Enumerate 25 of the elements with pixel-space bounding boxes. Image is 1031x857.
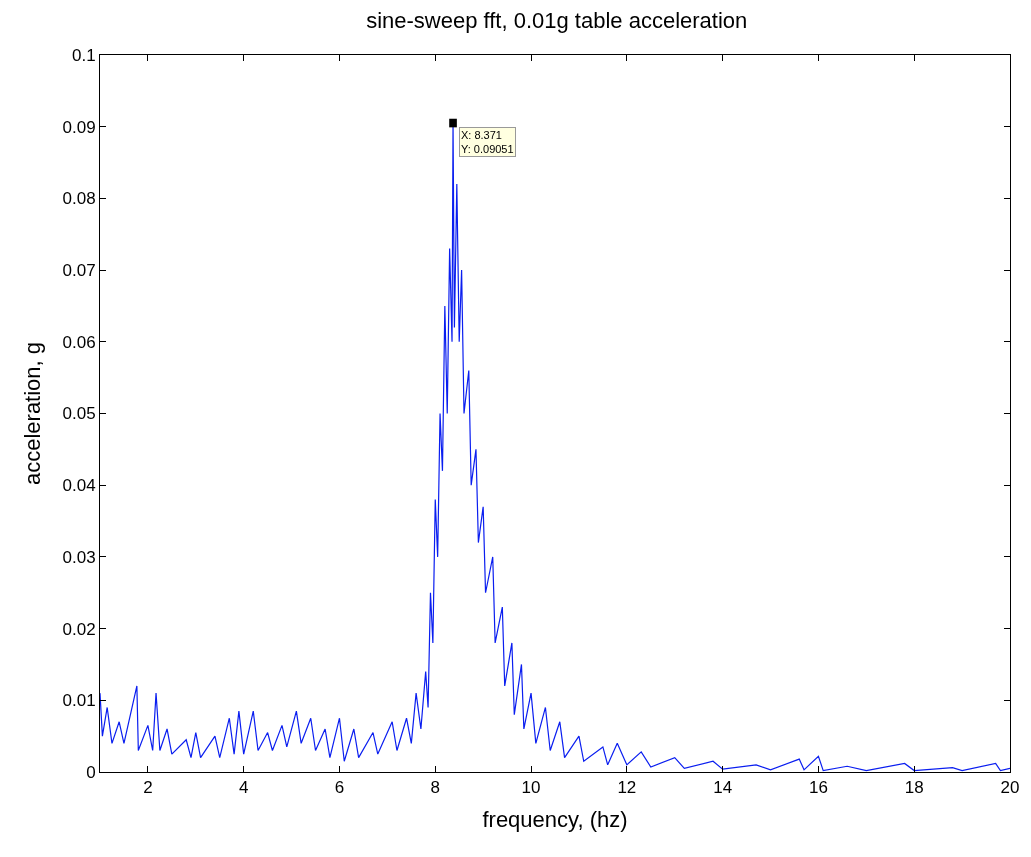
y-tick-label: 0.05	[62, 404, 96, 424]
x-tick-label: 8	[430, 778, 440, 798]
y-tick-label: 0.03	[62, 547, 96, 567]
x-tick-label: 16	[808, 778, 828, 798]
x-tick-label: 2	[143, 778, 153, 798]
y-tick-label: 0.09	[62, 117, 96, 137]
x-tick-label: 20	[1000, 778, 1020, 798]
y-axis-title: acceleration, g	[20, 341, 46, 486]
y-tick-label: 0.08	[62, 189, 96, 209]
x-tick-label: 18	[904, 778, 924, 798]
y-tick-label: 0	[86, 762, 96, 782]
y-tick-label: 0.07	[62, 261, 96, 281]
y-tick-label: 0.1	[71, 45, 96, 65]
x-tick-label: 14	[713, 778, 733, 798]
x-tick-label: 4	[238, 778, 249, 798]
x-tick-label: 12	[617, 778, 637, 798]
y-tick-label: 0.06	[62, 332, 96, 352]
annotation: X: 8.371 Y: 0.09051	[461, 129, 514, 156]
y-tick-label: 0.01	[62, 691, 96, 711]
y-tick-label: 0.02	[62, 619, 96, 639]
y-tick-label: 0.04	[62, 476, 96, 496]
chart-title: sine-sweep fft, 0.01g table acceleration	[366, 8, 748, 34]
x-axis-title: frequency, (hz)	[482, 807, 628, 833]
x-tick-label: 10	[521, 778, 541, 798]
x-tick-label: 6	[334, 778, 345, 798]
